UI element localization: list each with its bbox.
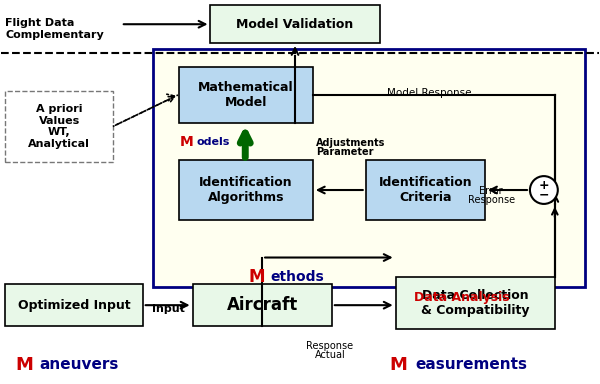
Text: Parameter: Parameter bbox=[316, 147, 373, 157]
Text: Data Collection
& Compatibility: Data Collection & Compatibility bbox=[421, 289, 529, 317]
Text: Response: Response bbox=[306, 341, 353, 351]
Text: Optimized Input: Optimized Input bbox=[18, 299, 130, 312]
Text: aneuvers: aneuvers bbox=[39, 357, 119, 372]
FancyBboxPatch shape bbox=[5, 91, 113, 162]
Text: Actual: Actual bbox=[314, 350, 345, 360]
FancyBboxPatch shape bbox=[395, 277, 555, 329]
Text: Error: Error bbox=[479, 186, 503, 196]
Text: Mathematical
Model: Mathematical Model bbox=[198, 81, 293, 109]
Text: A priori
Values
WT,
Analytical: A priori Values WT, Analytical bbox=[28, 104, 90, 149]
Text: odels: odels bbox=[196, 137, 230, 147]
Text: +: + bbox=[539, 179, 549, 192]
FancyBboxPatch shape bbox=[365, 160, 485, 220]
Text: Model Response: Model Response bbox=[387, 88, 472, 98]
Text: M: M bbox=[389, 356, 407, 374]
Text: Flight Data: Flight Data bbox=[5, 18, 75, 28]
Text: Response: Response bbox=[467, 195, 515, 205]
Text: Input: Input bbox=[152, 304, 185, 314]
FancyBboxPatch shape bbox=[179, 67, 313, 122]
Text: Aircraft: Aircraft bbox=[227, 296, 298, 314]
Text: M: M bbox=[248, 268, 265, 286]
Text: M: M bbox=[179, 136, 193, 149]
Circle shape bbox=[530, 176, 558, 204]
FancyBboxPatch shape bbox=[211, 5, 380, 43]
Text: M: M bbox=[16, 356, 33, 374]
Text: Adjustments: Adjustments bbox=[316, 138, 385, 148]
FancyBboxPatch shape bbox=[179, 160, 313, 220]
FancyBboxPatch shape bbox=[152, 49, 584, 287]
Text: Model Validation: Model Validation bbox=[236, 18, 353, 31]
FancyBboxPatch shape bbox=[193, 284, 332, 326]
Text: Identification
Criteria: Identification Criteria bbox=[379, 176, 472, 204]
FancyBboxPatch shape bbox=[5, 284, 143, 326]
Text: ethods: ethods bbox=[270, 270, 324, 285]
Text: Data Analysis: Data Analysis bbox=[415, 291, 510, 304]
Text: Complementary: Complementary bbox=[5, 30, 104, 40]
Text: −: − bbox=[539, 189, 549, 202]
Text: easurements: easurements bbox=[415, 357, 527, 372]
Text: Identification
Algorithms: Identification Algorithms bbox=[199, 176, 293, 204]
